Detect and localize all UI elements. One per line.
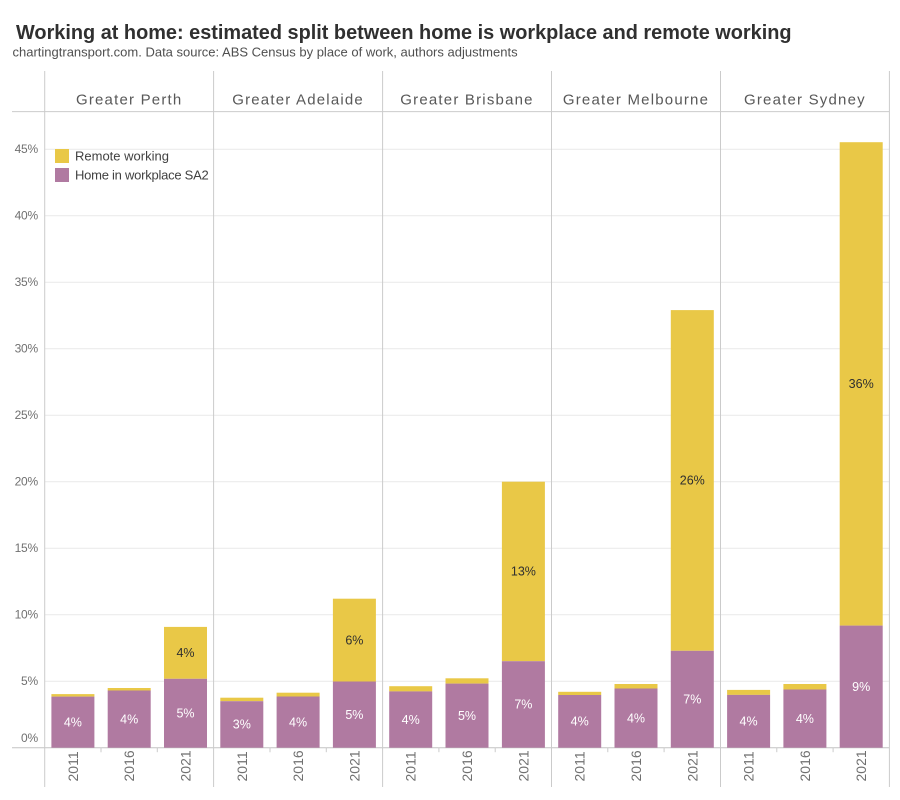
svg-text:Greater Sydney: Greater Sydney bbox=[744, 92, 866, 109]
svg-text:Remote working: Remote working bbox=[75, 149, 169, 164]
svg-text:36%: 36% bbox=[849, 377, 874, 391]
svg-text:4%: 4% bbox=[289, 715, 307, 729]
svg-text:4%: 4% bbox=[571, 715, 589, 729]
svg-text:9%: 9% bbox=[852, 680, 870, 694]
svg-text:chartingtransport.com. Data so: chartingtransport.com. Data source: ABS … bbox=[13, 45, 519, 60]
svg-text:2011: 2011 bbox=[572, 751, 588, 781]
svg-text:13%: 13% bbox=[511, 565, 536, 579]
svg-text:15%: 15% bbox=[15, 541, 39, 555]
svg-text:4%: 4% bbox=[64, 715, 82, 729]
svg-text:6%: 6% bbox=[345, 633, 363, 647]
svg-text:Home in workplace SA2: Home in workplace SA2 bbox=[75, 168, 208, 183]
svg-text:4%: 4% bbox=[402, 713, 420, 727]
svg-text:30%: 30% bbox=[15, 342, 39, 356]
svg-text:2021: 2021 bbox=[178, 750, 194, 781]
svg-text:Greater Brisbane: Greater Brisbane bbox=[400, 92, 533, 109]
svg-text:2016: 2016 bbox=[628, 750, 644, 781]
svg-text:2011: 2011 bbox=[234, 751, 250, 781]
svg-text:4%: 4% bbox=[120, 712, 138, 726]
svg-text:Greater Perth: Greater Perth bbox=[76, 92, 182, 109]
svg-text:4%: 4% bbox=[740, 715, 758, 729]
svg-text:3%: 3% bbox=[233, 718, 251, 732]
svg-text:7%: 7% bbox=[683, 693, 701, 707]
svg-text:4%: 4% bbox=[627, 711, 645, 725]
svg-text:2021: 2021 bbox=[684, 750, 700, 781]
svg-text:Greater Adelaide: Greater Adelaide bbox=[232, 92, 364, 109]
svg-text:25%: 25% bbox=[15, 408, 39, 422]
svg-text:7%: 7% bbox=[514, 698, 532, 712]
svg-text:5%: 5% bbox=[21, 674, 38, 688]
svg-text:2021: 2021 bbox=[853, 750, 869, 781]
svg-text:2016: 2016 bbox=[459, 750, 475, 781]
svg-text:2011: 2011 bbox=[741, 751, 757, 781]
svg-text:35%: 35% bbox=[15, 275, 39, 289]
svg-text:2021: 2021 bbox=[346, 750, 362, 781]
svg-text:20%: 20% bbox=[15, 475, 39, 489]
svg-text:4%: 4% bbox=[176, 646, 194, 660]
svg-text:45%: 45% bbox=[15, 142, 39, 156]
svg-text:2021: 2021 bbox=[515, 750, 531, 781]
svg-text:4%: 4% bbox=[796, 712, 814, 726]
svg-text:Greater Melbourne: Greater Melbourne bbox=[563, 92, 709, 109]
svg-text:2016: 2016 bbox=[121, 750, 137, 781]
svg-text:40%: 40% bbox=[15, 209, 39, 223]
svg-text:5%: 5% bbox=[458, 709, 476, 723]
svg-text:2016: 2016 bbox=[797, 750, 813, 781]
svg-text:5%: 5% bbox=[176, 707, 194, 721]
svg-text:5%: 5% bbox=[345, 708, 363, 722]
svg-text:2016: 2016 bbox=[290, 750, 306, 781]
svg-text:Working at home: estimated spl: Working at home: estimated split between… bbox=[16, 22, 792, 44]
svg-text:0%: 0% bbox=[21, 731, 38, 745]
svg-text:26%: 26% bbox=[680, 474, 705, 488]
svg-text:10%: 10% bbox=[15, 608, 39, 622]
svg-text:2011: 2011 bbox=[403, 751, 419, 781]
svg-text:2011: 2011 bbox=[65, 751, 81, 781]
